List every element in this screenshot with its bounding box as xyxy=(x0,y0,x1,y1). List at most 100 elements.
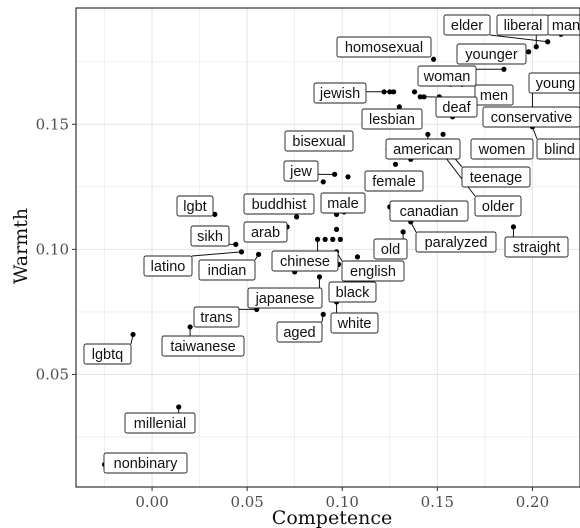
label-box xyxy=(389,200,469,222)
scatter-point xyxy=(387,89,393,95)
scatter-point xyxy=(187,324,193,330)
panel-border xyxy=(75,7,580,488)
x-tick-label: 0.20 xyxy=(516,493,549,511)
scatter-point xyxy=(430,56,437,62)
label-box xyxy=(161,335,245,357)
label-box xyxy=(83,343,132,365)
label-box xyxy=(474,195,522,217)
point-label: paralyzed xyxy=(425,235,488,251)
label-box xyxy=(190,225,230,247)
point-label: japanese xyxy=(255,291,315,307)
point-label: deaf xyxy=(442,100,471,116)
label-box xyxy=(504,236,569,258)
scatter-point xyxy=(510,224,517,230)
scatter-point xyxy=(330,236,336,242)
label-box xyxy=(361,108,423,130)
label-box xyxy=(271,250,339,272)
point-label: taiwanese xyxy=(170,339,235,355)
scatter-point xyxy=(130,331,136,338)
label-box xyxy=(364,170,424,192)
label-box xyxy=(443,14,491,36)
scatter-point xyxy=(255,251,262,257)
scatter-point xyxy=(526,49,532,55)
label-box xyxy=(547,14,580,36)
label-box xyxy=(536,138,580,160)
label-box xyxy=(528,72,580,94)
point-label: liberal xyxy=(504,18,543,34)
label-box xyxy=(341,260,405,282)
point-label: conservative xyxy=(491,110,572,126)
scatter-point xyxy=(322,236,328,242)
label-connectors xyxy=(130,34,548,413)
y-tick-label: 0.05 xyxy=(36,365,69,383)
point-label: young xyxy=(536,76,576,92)
scatter-point xyxy=(212,211,218,217)
point-label: canadian xyxy=(400,204,459,220)
point-label: lesbian xyxy=(369,112,415,128)
label-box xyxy=(103,452,188,474)
scatter-point xyxy=(391,89,397,95)
point-label: american xyxy=(393,142,453,158)
x-tick-label: 0.05 xyxy=(230,493,263,511)
point-label: female xyxy=(372,174,416,190)
label-box xyxy=(456,43,527,65)
point-label: aged xyxy=(283,325,315,341)
scatter-point xyxy=(320,179,326,185)
scatter-point xyxy=(294,214,300,220)
point-label: latino xyxy=(151,259,186,275)
label-box xyxy=(470,138,534,160)
scatter-point xyxy=(337,236,343,242)
y-tick-label: 0.15 xyxy=(36,115,69,133)
point-label: elder xyxy=(451,18,483,34)
scatter-point xyxy=(421,94,427,100)
point-label: indian xyxy=(208,263,247,279)
scatter-point xyxy=(314,236,321,242)
scatter-point xyxy=(396,104,402,110)
scatter-point xyxy=(392,161,399,167)
point-label: millenial xyxy=(134,416,186,432)
scatter-point xyxy=(381,89,387,95)
point-label: old xyxy=(381,242,400,258)
scatter-point xyxy=(333,226,340,232)
x-axis-title: Competence xyxy=(272,507,392,528)
axis-ticks: 0.00 0.05 0.10 0.15 0.20 0.05 0.10 0.15 xyxy=(36,115,550,511)
point-label: lgbtq xyxy=(92,347,123,363)
label-connector xyxy=(444,156,476,197)
point-label: male xyxy=(327,196,358,212)
x-tick-label: 0.00 xyxy=(135,493,168,511)
point-label: women xyxy=(478,142,526,158)
point-label: english xyxy=(350,264,396,280)
label-box xyxy=(243,193,315,215)
label-box xyxy=(198,259,256,281)
label-box xyxy=(461,166,531,188)
label-box xyxy=(276,321,323,343)
y-axis-title: Warmth xyxy=(10,208,32,284)
label-box xyxy=(330,312,379,334)
label-connector xyxy=(191,251,242,257)
label-box xyxy=(243,221,288,243)
point-label: woman xyxy=(423,69,471,85)
scatter-point xyxy=(238,249,245,255)
label-box xyxy=(313,82,367,104)
scatter-point xyxy=(425,131,431,137)
point-label: men xyxy=(480,88,508,104)
point-label: arab xyxy=(251,225,280,241)
label-box xyxy=(474,84,514,106)
point-label: buddhist xyxy=(252,197,307,213)
x-tick-label: 0.15 xyxy=(421,493,454,511)
point-label: sikh xyxy=(197,229,223,245)
y-tick-label: 0.10 xyxy=(36,240,69,258)
label-box xyxy=(415,231,497,253)
scatter-point xyxy=(320,311,326,318)
label-box xyxy=(193,306,240,328)
scatter-point xyxy=(440,131,446,137)
label-box xyxy=(435,96,478,118)
point-label: nonbinary xyxy=(114,456,178,472)
point-label: jew xyxy=(289,164,312,180)
scatter-point xyxy=(400,229,406,235)
scatter-point xyxy=(417,94,423,100)
point-label: chinese xyxy=(280,254,330,270)
scatter-point xyxy=(354,254,361,260)
x-tick-label: 0.10 xyxy=(326,493,359,511)
